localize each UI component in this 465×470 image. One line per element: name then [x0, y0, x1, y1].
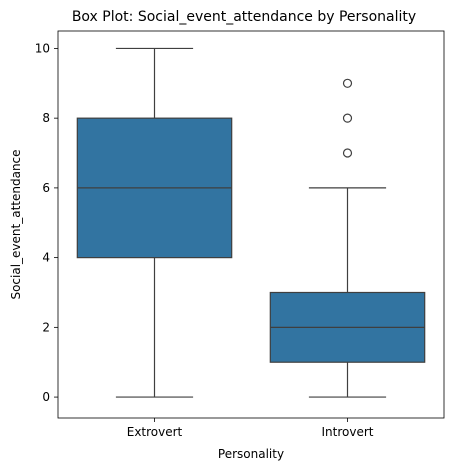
outlier-point [342, 113, 353, 123]
y-tick-label: 6 [42, 181, 50, 195]
y-tick-label: 10 [35, 41, 50, 55]
outlier-point [342, 148, 353, 158]
y-axis: 0 2 4 6 8 10 [35, 41, 58, 404]
y-tick-label: 2 [42, 320, 50, 334]
outlier-point [342, 78, 353, 88]
x-axis: Extrovert Introvert [127, 418, 374, 439]
box-introvert [269, 78, 426, 398]
x-tick-label: Extrovert [127, 425, 183, 439]
x-tick-label: Introvert [322, 425, 374, 439]
y-axis-label: Social_event_attendance [9, 149, 23, 299]
y-tick-label: 0 [42, 390, 50, 404]
box-extrovert [76, 47, 233, 398]
y-tick-label: 4 [42, 251, 50, 265]
boxes-group [76, 47, 426, 398]
chart-title: Box Plot: Social_event_attendance by Per… [72, 9, 416, 25]
y-tick-label: 8 [42, 111, 50, 125]
x-axis-label: Personality [218, 447, 284, 461]
